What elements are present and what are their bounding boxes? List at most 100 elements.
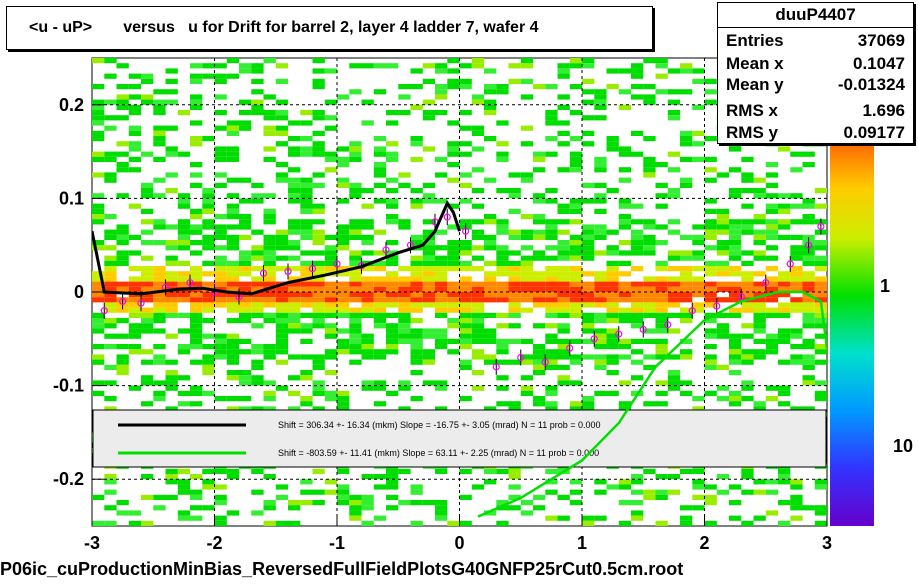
heatmap-cell	[814, 312, 827, 318]
heatmap-cell	[104, 245, 117, 251]
heatmap-cell	[557, 349, 570, 355]
heatmap-cell	[520, 234, 534, 240]
heatmap-cell	[459, 297, 472, 303]
heatmap-cell	[655, 276, 668, 282]
profile-point	[590, 330, 598, 347]
heatmap-cell	[667, 354, 681, 360]
heatmap-cell	[263, 219, 276, 225]
heatmap-cell	[398, 292, 411, 298]
heatmap-cell	[741, 172, 754, 178]
heatmap-cell	[226, 302, 240, 308]
heatmap-cell	[545, 302, 558, 308]
heatmap-cell	[190, 276, 203, 282]
heatmap-cell	[631, 151, 644, 157]
heatmap-cell	[484, 234, 497, 240]
heatmap-cell	[545, 359, 558, 365]
heatmap-cell	[655, 73, 668, 79]
heatmap-cell	[386, 312, 399, 318]
heatmap-cell	[410, 484, 423, 490]
heatmap-cell	[153, 156, 166, 162]
heatmap-cell	[802, 354, 815, 360]
heatmap-cell	[471, 125, 485, 131]
stats-key: Mean x	[726, 54, 784, 73]
heatmap-cell	[92, 390, 105, 396]
heatmap-cell	[312, 318, 325, 324]
heatmap-cell	[508, 406, 521, 412]
heatmap-cell	[484, 104, 497, 110]
heatmap-cell	[594, 318, 607, 324]
heatmap-cell	[251, 229, 264, 235]
heatmap-cell	[275, 245, 289, 251]
heatmap-cell	[557, 276, 570, 282]
heatmap-cell	[716, 396, 730, 402]
heatmap-cell	[655, 328, 668, 334]
heatmap-cell	[741, 292, 754, 298]
heatmap-cell	[802, 312, 815, 318]
heatmap-cell	[753, 240, 766, 246]
heatmap-cell	[190, 307, 203, 313]
heatmap-cell	[557, 240, 570, 246]
heatmap-cell	[753, 271, 766, 277]
heatmap-cell	[692, 302, 705, 308]
heatmap-cell	[239, 110, 252, 116]
heatmap-cell	[116, 193, 129, 199]
heatmap-cell	[386, 468, 399, 474]
heatmap-cell	[165, 370, 178, 376]
heatmap-cell	[545, 349, 558, 355]
heatmap-cell	[177, 198, 191, 204]
heatmap-cell	[361, 380, 374, 386]
heatmap-cell	[177, 344, 191, 350]
heatmap-cell	[435, 245, 448, 251]
heatmap-cell	[618, 312, 632, 318]
heatmap-cell	[398, 224, 411, 230]
heatmap-cell	[606, 276, 619, 282]
heatmap-cell	[177, 328, 191, 334]
heatmap-cell	[667, 328, 681, 334]
heatmap-cell	[569, 84, 583, 90]
heatmap-cell	[765, 219, 779, 225]
heatmap-cell	[116, 151, 129, 157]
heatmap-cell	[729, 312, 742, 318]
heatmap-cell	[226, 338, 240, 344]
heatmap-cell	[104, 364, 117, 370]
heatmap-cell	[447, 349, 460, 355]
heatmap-cell	[692, 286, 705, 292]
heatmap-cell	[312, 468, 325, 474]
heatmap-cell	[680, 250, 693, 256]
heatmap-cell	[153, 354, 166, 360]
heatmap-cell	[594, 250, 607, 256]
heatmap-cell	[92, 292, 105, 298]
heatmap-cell	[373, 172, 387, 178]
heatmap-cell	[533, 276, 546, 282]
heatmap-cell	[753, 250, 766, 256]
heatmap-cell	[410, 156, 423, 162]
heatmap-cell	[361, 333, 374, 339]
heatmap-cell	[631, 266, 644, 272]
heatmap-cell	[459, 520, 472, 526]
heatmap-cell	[643, 494, 656, 500]
heatmap-cell	[386, 156, 399, 162]
heatmap-cell	[251, 99, 264, 105]
heatmap-cell	[643, 354, 656, 360]
heatmap-cell	[128, 94, 142, 100]
heatmap-cell	[447, 292, 460, 298]
heatmap-cell	[545, 468, 558, 474]
heatmap-cell	[202, 219, 215, 225]
heatmap-cell	[643, 172, 656, 178]
heatmap-cell	[300, 229, 313, 235]
heatmap-cell	[557, 73, 570, 79]
heatmap-cell	[373, 182, 387, 188]
heatmap-cell	[337, 344, 350, 350]
heatmap-cell	[104, 396, 117, 402]
heatmap-cell	[435, 110, 448, 116]
heatmap-cell	[790, 193, 803, 199]
heatmap-cell	[226, 73, 240, 79]
heatmap-cell	[778, 307, 791, 313]
heatmap-cell	[116, 104, 129, 110]
heatmap-cell	[288, 354, 301, 360]
heatmap-cell	[545, 489, 558, 495]
heatmap-cell	[594, 312, 607, 318]
heatmap-cell	[373, 162, 387, 168]
heatmap-cell	[251, 323, 264, 329]
heatmap-cell	[251, 266, 264, 272]
